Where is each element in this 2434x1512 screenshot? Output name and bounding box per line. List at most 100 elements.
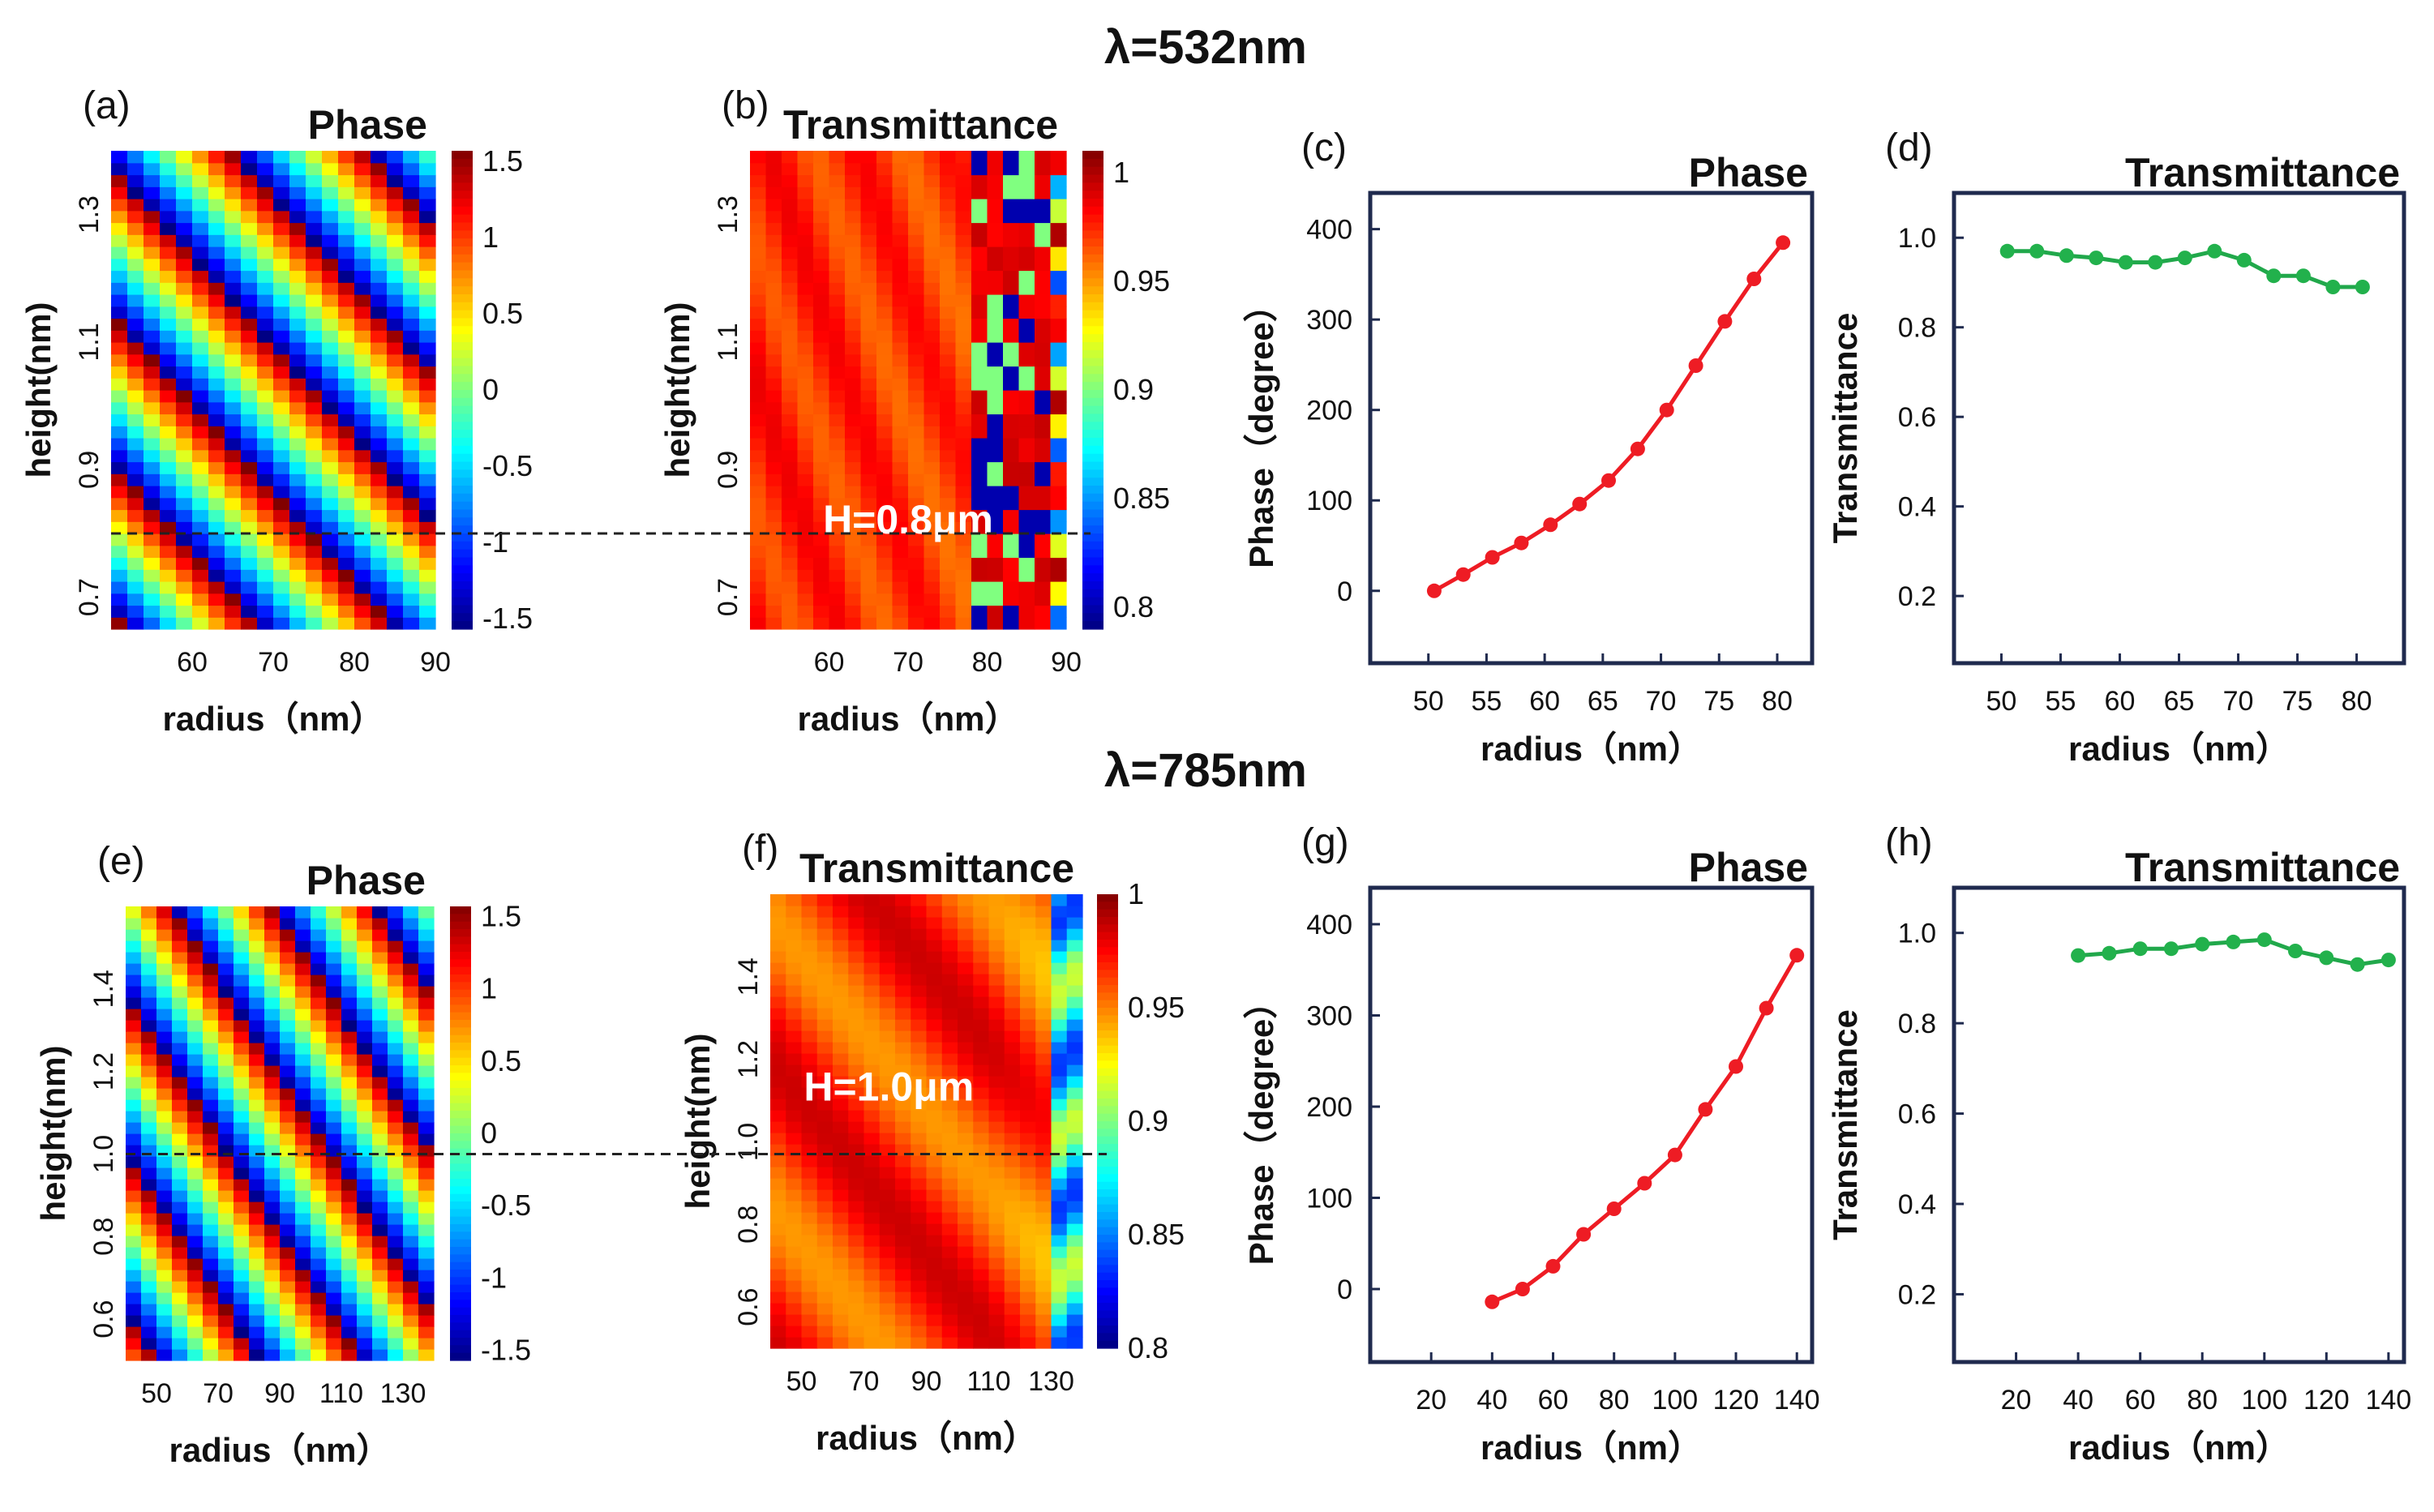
heatmap-cell (418, 1043, 435, 1055)
data-point (1485, 1294, 1500, 1309)
heatmap-cell (1003, 509, 1020, 522)
heatmap-cell (876, 174, 893, 187)
heatmap-cell (208, 497, 225, 511)
heatmap-cell (940, 581, 957, 594)
heatmap-cell (234, 1122, 250, 1134)
heatmap-cell (357, 1077, 373, 1089)
data-point (1999, 243, 2015, 259)
heatmap-cell (419, 545, 436, 559)
heatmap-cell (387, 258, 404, 272)
heatmap-cell (786, 1189, 803, 1201)
heatmap-cell (848, 1269, 865, 1281)
heatmap-cell (156, 1190, 173, 1202)
heatmap-cell (941, 1144, 958, 1156)
heatmap-cell (971, 258, 988, 272)
heatmap-cell (357, 1270, 373, 1282)
panel-f: 50 70 90 110 1300.60.81.01.21.4radius（nm）hei… (679, 828, 1185, 1457)
heatmap-cell (1050, 497, 1067, 511)
heatmap-cell (176, 330, 193, 343)
heatmap-cell (908, 533, 925, 546)
colorbar-segment (1082, 254, 1103, 263)
heatmap-cell (833, 1235, 849, 1247)
heatmap-cell (988, 1167, 1005, 1179)
heatmap-cell (911, 974, 928, 986)
heatmap-cell (908, 378, 925, 391)
heatmap-cell (357, 940, 373, 953)
heatmap-cell (326, 929, 342, 941)
heatmap-cell (813, 151, 830, 164)
heatmap-cell (141, 997, 157, 1009)
heatmap-cell (354, 401, 371, 415)
heatmap-cell (955, 162, 972, 176)
y-tick-label: 0 (1337, 1274, 1352, 1305)
heatmap-cell (234, 1349, 250, 1361)
heatmap-cell (341, 1258, 358, 1270)
heatmap-cell (225, 413, 242, 426)
heatmap-cell (126, 986, 142, 998)
heatmap-cells (750, 151, 1067, 630)
heatmap-cell (160, 473, 177, 486)
heatmap-cell (879, 1144, 896, 1156)
heatmap-cell (289, 174, 306, 187)
heatmap-cell (923, 617, 941, 630)
heatmap-cell (208, 509, 225, 522)
panel-label: (e) (97, 840, 145, 883)
heatmap-cell (127, 557, 144, 570)
heatmap-cell (306, 234, 323, 247)
heatmap-cell (863, 1337, 881, 1349)
heatmap-cell (241, 151, 258, 164)
heatmap-cell (264, 1054, 281, 1066)
heatmap-cell (973, 1246, 990, 1258)
heatmap-cell (208, 353, 225, 367)
heatmap-cell (833, 1212, 849, 1224)
heatmap-cell (371, 545, 388, 559)
heatmap-cell (911, 1099, 928, 1111)
heatmap-cell (218, 1258, 234, 1270)
heatmap-cell (187, 1304, 204, 1316)
colorbar-segment (450, 1073, 471, 1082)
heatmap-cell (816, 1269, 833, 1281)
heatmap-cell (987, 258, 1004, 272)
heatmap-cell (816, 1167, 833, 1179)
heatmap-cell (156, 1304, 173, 1316)
heatmap-cell (958, 1019, 974, 1031)
heatmap-cell (955, 449, 972, 463)
panel-title: Transmittance (783, 102, 1058, 148)
heatmap-cell (770, 1303, 786, 1315)
heatmap-cell (306, 545, 323, 559)
heatmap-cell (1050, 521, 1067, 534)
heatmap-cell (357, 1009, 373, 1021)
heatmap-cell (264, 1349, 281, 1361)
heatmap-cell (892, 258, 909, 272)
heatmap-cell (765, 342, 782, 355)
heatmap-cell (801, 1099, 818, 1111)
colorbar-segment (1097, 1015, 1118, 1024)
heatmap-cell (306, 353, 323, 367)
heatmap-cell (234, 1031, 250, 1043)
heatmap-cell (241, 330, 258, 343)
heatmap-cell (892, 545, 909, 559)
heatmap-cell (234, 1020, 250, 1032)
heatmap-cell (797, 545, 814, 559)
heatmap-cell (357, 929, 373, 941)
heatmap-cell (280, 906, 296, 919)
heatmap-cell (387, 246, 404, 259)
heatmap-cell (1050, 270, 1067, 283)
heatmap-cell (750, 353, 767, 367)
heatmap-cell (141, 1338, 157, 1350)
heatmap-cell (187, 918, 204, 930)
heatmap-cell (1004, 1314, 1021, 1326)
heatmap-cell (156, 1281, 173, 1293)
x-tick-label: 50 (1413, 686, 1444, 717)
heatmap-cell (987, 581, 1004, 594)
x-tick-label: 50 (141, 1378, 172, 1409)
heatmap-cell (357, 963, 373, 975)
colorbar-tick-label: 0.5 (482, 297, 523, 330)
heatmap-cell (1020, 928, 1036, 940)
heatmap-cell (372, 1179, 388, 1191)
heatmap-cell (372, 1213, 388, 1225)
heatmap-cell (895, 1144, 911, 1156)
heatmap-cell (923, 258, 941, 272)
heatmap-cell (388, 1315, 404, 1327)
heatmap-cell (388, 1043, 404, 1055)
